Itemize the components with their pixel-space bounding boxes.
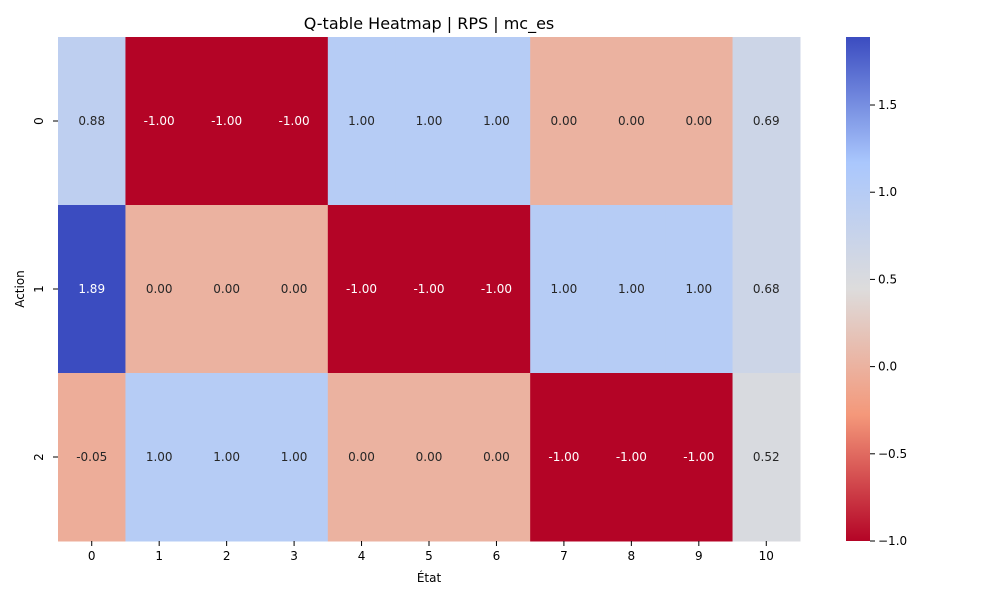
colorbar-tick-label: 0.5: [878, 272, 897, 286]
heatmap-cell: [530, 37, 599, 206]
heatmap-cell: [395, 205, 464, 374]
heatmap-cell: [125, 37, 194, 206]
cell-value-label: 1.00: [281, 450, 308, 464]
cell-value-label: -1.00: [616, 450, 647, 464]
cell-value-label: 1.89: [78, 282, 105, 296]
cell-value-label: -1.00: [683, 450, 714, 464]
cell-value-label: 0.00: [483, 450, 510, 464]
cell-value-label: 1.00: [146, 450, 173, 464]
heatmap-cell: [395, 373, 464, 542]
heatmap-cell-labels: 0.88 -1.00 -1.00 -1.00 1.00 1.00 1.00 0.00 0.00 0…: [76, 114, 779, 464]
x-tick-label: 0: [88, 549, 96, 563]
x-tick-label: 6: [493, 549, 501, 563]
heatmap-cell: [462, 373, 531, 542]
cell-value-label: -1.00: [481, 282, 512, 296]
x-tick-label: 5: [425, 549, 433, 563]
x-tick-label: 2: [223, 549, 231, 563]
cell-value-label: 0.69: [753, 114, 780, 128]
cell-value-label: 1.00: [685, 282, 712, 296]
cell-value-label: 1.00: [551, 282, 578, 296]
heatmap-cell: [58, 205, 126, 374]
cell-value-label: 1.00: [213, 450, 240, 464]
cell-value-label: 0.00: [146, 282, 173, 296]
cell-value-label: 0.68: [753, 282, 780, 296]
cell-value-label: 0.00: [416, 450, 443, 464]
heatmap-cell: [665, 37, 734, 206]
heatmap-cell: [125, 373, 194, 542]
heatmap-cell: [732, 373, 801, 542]
y-tick-label: 0: [32, 117, 46, 125]
cell-value-label: 1.00: [348, 114, 375, 128]
x-tick-label: 9: [695, 549, 703, 563]
y-axis-ticks: 0 1 2: [32, 117, 58, 461]
x-tick-label: 4: [358, 549, 366, 563]
heatmap-cell: [462, 205, 531, 374]
heatmap-cell: [192, 373, 261, 542]
x-tick-label: 3: [290, 549, 298, 563]
cell-value-label: 0.00: [618, 114, 645, 128]
heatmap-cell: [732, 37, 801, 206]
cell-value-label: 0.00: [685, 114, 712, 128]
cell-value-label: -0.05: [76, 450, 107, 464]
cell-value-label: -1.00: [548, 450, 579, 464]
heatmap-cell: [327, 205, 396, 374]
heatmap-cell: [260, 373, 329, 542]
x-tick-label: 10: [759, 549, 774, 563]
cell-value-label: 0.00: [281, 282, 308, 296]
x-tick-label: 1: [155, 549, 163, 563]
colorbar-ticks: −1.0 −0.5 0.0 0.5 1.0 1.5: [870, 98, 907, 548]
heatmap-cell: [462, 37, 531, 206]
cell-value-label: -1.00: [413, 282, 444, 296]
colorbar: [846, 37, 870, 541]
heatmap-cell: [530, 205, 599, 374]
colorbar-tick-label: −1.0: [878, 534, 907, 548]
chart-title: Q-table Heatmap | RPS | mc_es: [304, 14, 555, 34]
cell-value-label: 0.00: [348, 450, 375, 464]
cell-value-label: 1.00: [618, 282, 645, 296]
cell-value-label: 0.52: [753, 450, 780, 464]
x-tick-label: 7: [560, 549, 568, 563]
cell-value-label: 1.00: [483, 114, 510, 128]
heatmap-cell: [597, 205, 666, 374]
heatmap-cell: [597, 37, 666, 206]
x-tick-label: 8: [628, 549, 636, 563]
heatmap-cell: [327, 37, 396, 206]
heatmap-cell: [732, 205, 801, 374]
cell-value-label: -1.00: [279, 114, 310, 128]
heatmap-cell: [260, 37, 329, 206]
y-tick-label: 1: [32, 285, 46, 293]
heatmap-cells: [58, 37, 801, 542]
heatmap-cell: [125, 205, 194, 374]
heatmap-cell: [192, 205, 261, 374]
colorbar-tick-label: 1.5: [878, 98, 897, 112]
y-axis-label: Action: [13, 270, 27, 308]
colorbar-tick-label: −0.5: [878, 447, 907, 461]
cell-value-label: 0.88: [78, 114, 105, 128]
x-axis-label: État: [417, 570, 442, 585]
cell-value-label: 0.00: [213, 282, 240, 296]
cell-value-label: -1.00: [346, 282, 377, 296]
heatmap-cell: [597, 373, 666, 542]
cell-value-label: -1.00: [144, 114, 175, 128]
heatmap-cell: [665, 373, 734, 542]
heatmap-cell: [530, 373, 599, 542]
heatmap-cell: [192, 37, 261, 206]
heatmap-cell: [395, 37, 464, 206]
x-axis-ticks: 0 1 2 3 4 5 6 7 8 9 10: [88, 541, 774, 563]
heatmap-cell: [58, 373, 126, 542]
heatmap-cell: [58, 37, 126, 206]
colorbar-tick-label: 0.0: [878, 360, 897, 374]
heatmap-cell: [327, 373, 396, 542]
cell-value-label: -1.00: [211, 114, 242, 128]
cell-value-label: 0.00: [551, 114, 578, 128]
colorbar-tick-label: 1.0: [878, 185, 897, 199]
y-tick-label: 2: [32, 453, 46, 461]
cell-value-label: 1.00: [416, 114, 443, 128]
heatmap-cell: [665, 205, 734, 374]
heatmap-cell: [260, 205, 329, 374]
